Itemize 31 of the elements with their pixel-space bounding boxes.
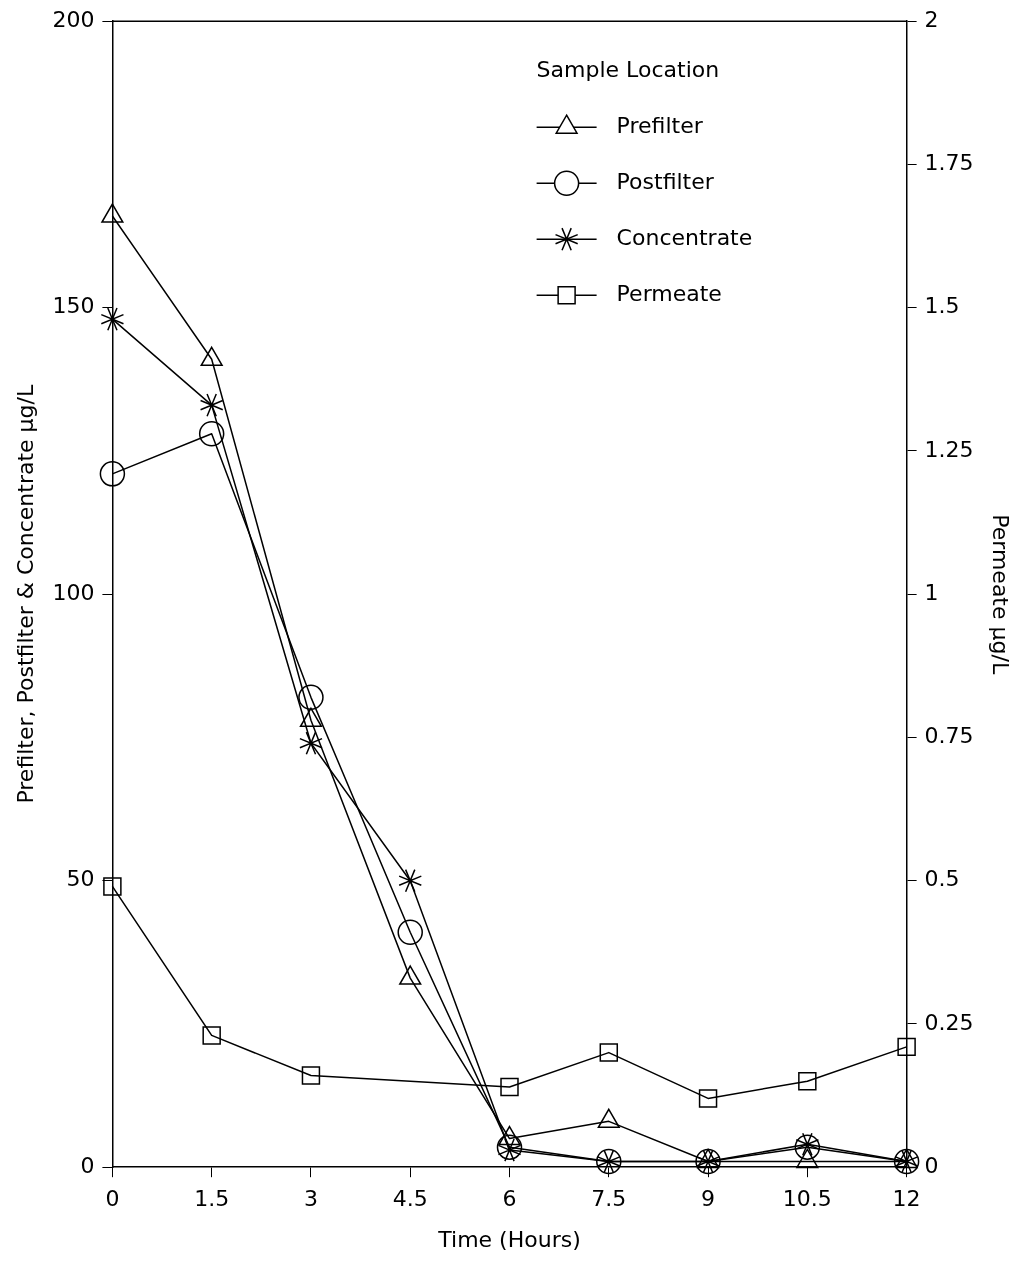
x-tick-label: 3 xyxy=(303,1186,318,1212)
legend-label: Concentrate xyxy=(616,224,753,250)
x-tick-label: 7.5 xyxy=(591,1186,627,1212)
y-tick-label: 150 xyxy=(52,293,95,319)
y2-tick-label: 0.5 xyxy=(924,866,960,892)
y2-tick-label: 0.75 xyxy=(924,723,974,749)
y2-tick-label: 2 xyxy=(924,6,939,32)
y2-tick-label: 0 xyxy=(924,1152,939,1178)
x-tick-label: 0 xyxy=(105,1186,120,1212)
x-tick-label: 10.5 xyxy=(782,1186,832,1212)
y-tick-label: 50 xyxy=(66,866,95,892)
legend-label: Prefilter xyxy=(616,112,704,138)
y2-tick-label: 1.25 xyxy=(924,436,974,462)
y2-tick-label: 1.5 xyxy=(924,293,960,319)
legend-label: Permeate xyxy=(616,280,722,306)
x-tick-label: 12 xyxy=(892,1186,921,1212)
legend-title: Sample Location xyxy=(536,56,720,82)
y2-axis-title: Permeate µg/L xyxy=(988,514,1014,675)
y2-tick-label: 1.75 xyxy=(924,150,974,176)
legend-label: Postfilter xyxy=(616,168,715,194)
y-axis-title: Prefilter, Postfilter & Concentrate µg/L xyxy=(12,384,38,804)
y2-tick-label: 0.25 xyxy=(924,1009,974,1035)
y-tick-label: 100 xyxy=(52,579,95,605)
x-axis-title: Time (Hours) xyxy=(437,1226,581,1252)
y-tick-label: 0 xyxy=(80,1152,95,1178)
x-tick-label: 6 xyxy=(502,1186,517,1212)
y2-tick-label: 1 xyxy=(924,579,939,605)
x-tick-label: 9 xyxy=(701,1186,716,1212)
x-tick-label: 1.5 xyxy=(194,1186,230,1212)
y-tick-label: 200 xyxy=(52,6,95,32)
x-tick-label: 4.5 xyxy=(392,1186,428,1212)
